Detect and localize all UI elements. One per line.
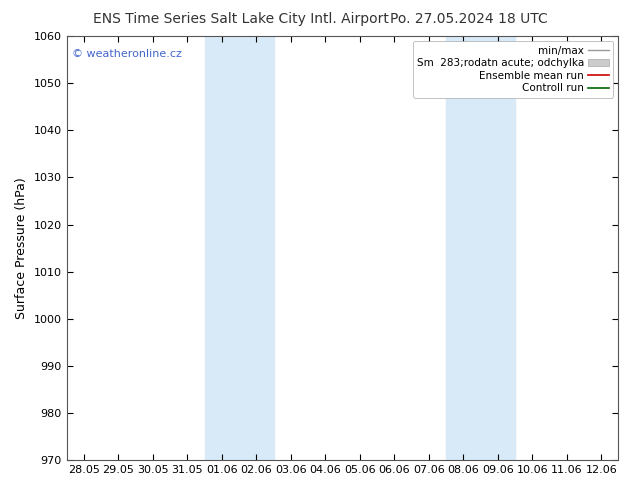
Legend: min/max, Sm  283;rodatn acute; odchylka, Ensemble mean run, Controll run: min/max, Sm 283;rodatn acute; odchylka, … — [413, 41, 613, 98]
Y-axis label: Surface Pressure (hPa): Surface Pressure (hPa) — [15, 177, 28, 319]
Text: Po. 27.05.2024 18 UTC: Po. 27.05.2024 18 UTC — [391, 12, 548, 26]
Text: © weatheronline.cz: © weatheronline.cz — [72, 49, 182, 59]
Text: ENS Time Series Salt Lake City Intl. Airport: ENS Time Series Salt Lake City Intl. Air… — [93, 12, 389, 26]
Bar — [205, 36, 273, 460]
Bar — [446, 36, 515, 460]
